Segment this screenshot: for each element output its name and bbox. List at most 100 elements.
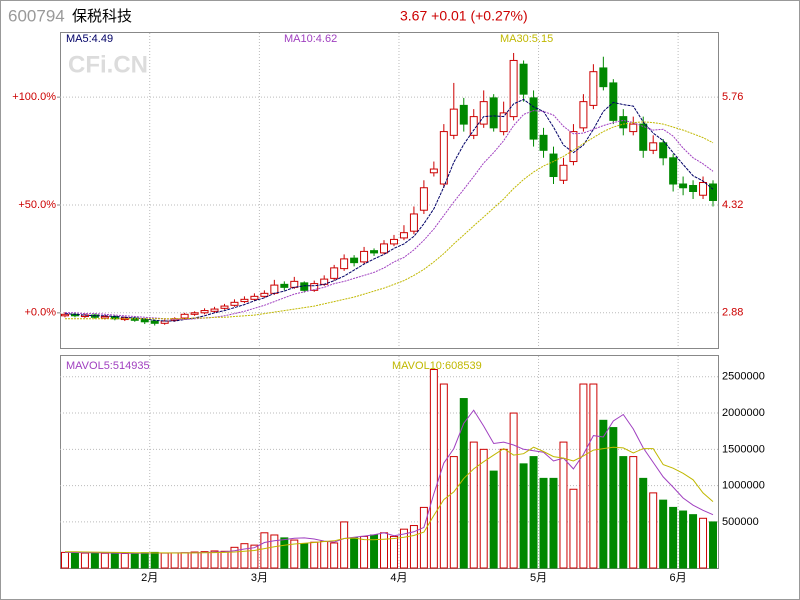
y-tick-label: 500000 — [722, 516, 759, 528]
volume-bar — [210, 550, 219, 569]
volume-bar — [70, 552, 79, 569]
candle-body — [509, 59, 518, 118]
volume-bar — [260, 532, 269, 569]
y-tick-label: 4.32 — [722, 199, 743, 211]
volume-bar — [380, 532, 389, 569]
candle-body — [240, 298, 249, 303]
x-tick-label: 5月 — [530, 572, 547, 584]
volume-bar — [439, 383, 448, 569]
volume-bar — [280, 537, 289, 569]
candle-body — [100, 316, 109, 319]
candle-body — [399, 232, 408, 239]
volume-bar — [90, 552, 99, 569]
y2-tick-label: +50.0% — [18, 199, 56, 211]
candle-body — [250, 295, 259, 300]
volume-bar — [250, 544, 259, 569]
x-tick-label: 3月 — [251, 572, 268, 584]
volume-bar — [509, 412, 518, 569]
volume-bar — [340, 521, 349, 569]
quote: 3.67 +0.01 (+0.27%) — [400, 8, 528, 24]
candle-body — [479, 101, 488, 125]
watermark: CFi.CN — [68, 51, 148, 78]
volume-bar — [599, 419, 608, 569]
candle-body — [589, 71, 598, 106]
candle-body — [200, 310, 209, 314]
volume-bar — [230, 546, 239, 569]
stock-name: 保税科技 — [72, 8, 132, 25]
volume-bar — [619, 456, 628, 569]
candle-body — [280, 283, 289, 288]
volume-bar — [160, 552, 169, 569]
candle-body — [330, 267, 339, 279]
candle-body — [220, 305, 229, 309]
volume-bar — [479, 448, 488, 569]
volume-bar — [320, 541, 329, 569]
candle-body — [449, 108, 458, 136]
candle-body — [60, 313, 69, 317]
volume-bar — [559, 441, 568, 569]
volume-bar — [180, 552, 189, 569]
candle-body — [659, 142, 668, 159]
candle-body — [569, 131, 578, 163]
volume-bar — [579, 383, 588, 569]
y2-tick-label: +100.0% — [12, 91, 56, 103]
volume-bar — [240, 543, 249, 569]
candle-body — [459, 104, 468, 125]
volume-bar — [679, 510, 688, 569]
candle-body — [489, 97, 498, 129]
y2-tick-label: +0.0% — [25, 307, 57, 319]
volume-bar — [539, 477, 548, 569]
volume-bar — [170, 552, 179, 569]
volume-bar — [360, 535, 369, 569]
candle-body — [419, 187, 428, 211]
volume-bar — [150, 551, 159, 569]
volume-bar — [609, 427, 618, 569]
candle-body — [380, 243, 389, 254]
volume-bar — [190, 551, 199, 569]
volume-bar — [589, 383, 598, 569]
volume-bar — [350, 537, 359, 569]
legend-entry: MAVOL5:514935 — [66, 360, 150, 372]
volume-bar — [140, 552, 149, 569]
legend-entry: MA5:4.49 — [66, 33, 113, 45]
volume-bar — [120, 552, 129, 569]
candle-body — [649, 142, 658, 151]
volume-bar — [709, 521, 718, 569]
volume-bar — [310, 541, 319, 569]
volume-bar — [499, 448, 508, 569]
candle-body — [559, 164, 568, 181]
candle-body — [609, 82, 618, 121]
x-tick-label: 4月 — [390, 572, 407, 584]
y-tick-label: 2500000 — [722, 371, 765, 383]
candle-body — [270, 284, 279, 294]
candle-body — [310, 283, 319, 291]
candle-body — [350, 257, 359, 264]
candle-body — [599, 67, 608, 88]
volume-bar — [659, 499, 668, 569]
candle-body — [389, 238, 398, 245]
candle-body — [180, 313, 189, 319]
candle-body — [669, 157, 678, 185]
y-tick-label: 5.76 — [722, 91, 743, 103]
volume-bar — [200, 551, 209, 569]
candle-body — [429, 168, 438, 174]
volume-bar — [699, 517, 708, 569]
candle-body — [689, 185, 698, 192]
candle-body — [699, 182, 708, 196]
volume-bar — [220, 550, 229, 569]
candle-body — [519, 63, 528, 95]
volume-bar — [669, 506, 678, 569]
x-tick-label: 2月 — [141, 572, 158, 584]
candle-body — [210, 308, 219, 312]
candle-body — [190, 312, 199, 315]
legend-entry: MAVOL10:608539 — [392, 360, 482, 372]
volume-bar — [549, 477, 558, 569]
stock-code: 600794 — [8, 6, 65, 25]
volume-bar — [419, 506, 428, 569]
y-tick-label: 2.88 — [722, 307, 743, 319]
volume-bar — [429, 369, 438, 569]
volume-bar — [649, 492, 658, 569]
ma-line — [65, 110, 714, 320]
candle-body — [150, 320, 159, 324]
